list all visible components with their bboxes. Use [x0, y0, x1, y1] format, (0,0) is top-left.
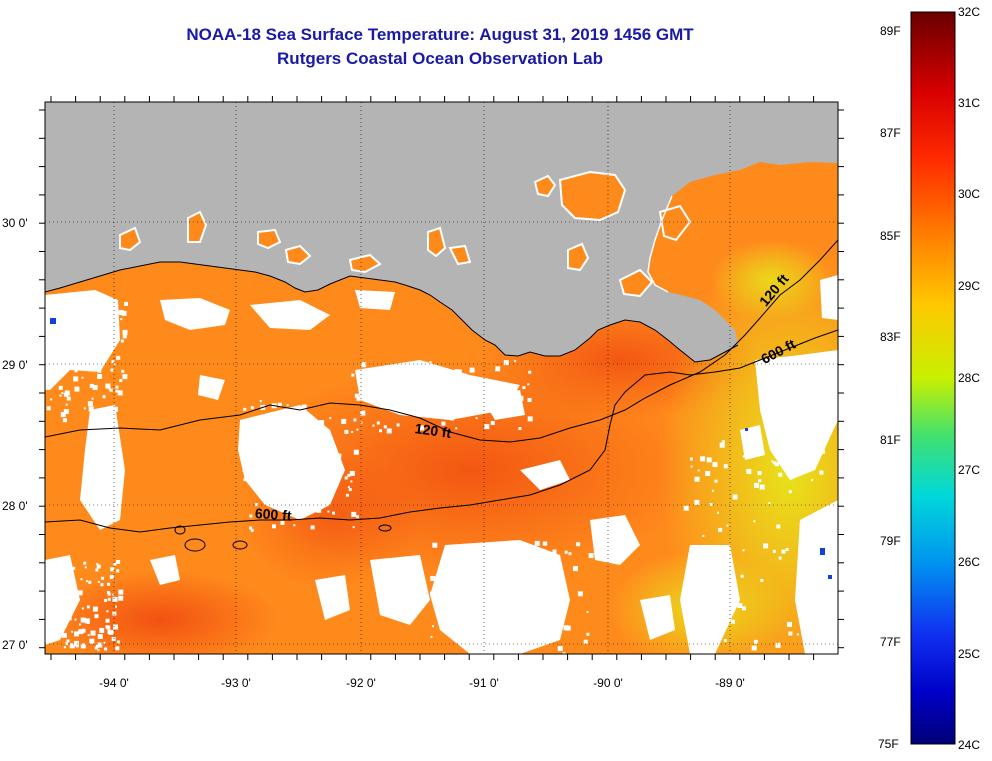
- scale-f-label: 87F: [880, 126, 901, 140]
- scale-f-label: 83F: [880, 330, 901, 344]
- lon-label-90: -90 0': [593, 676, 623, 690]
- cloud-speckles: [45, 300, 831, 654]
- lon-label-93: -93 0': [221, 676, 251, 690]
- scale-c-label: 24C: [958, 738, 981, 752]
- cool-region: [710, 240, 830, 320]
- scale-c-label: 29C: [958, 279, 981, 293]
- scale-f-label: 89F: [880, 24, 901, 38]
- color-scale-bar: [910, 11, 956, 745]
- contour-label-600ft: 600 ft: [254, 505, 293, 524]
- lon-label-91: -91 0': [469, 676, 499, 690]
- chart-subtitle: Rutgers Coastal Ocean Observation Lab: [277, 49, 603, 68]
- scale-f-label: 75F: [878, 737, 899, 751]
- scale-c-label: 31C: [958, 96, 981, 110]
- scale-c-label: 27C: [958, 463, 981, 477]
- cold-specks: [50, 318, 832, 579]
- scale-f-label: 77F: [880, 635, 901, 649]
- lat-label-27: 27 0': [2, 638, 28, 652]
- plot-frame: [44, 101, 839, 655]
- lat-label-28: 28 0': [2, 499, 28, 513]
- scale-c-label: 28C: [958, 371, 981, 385]
- axis-ticks: [39, 96, 844, 660]
- coastline: [45, 261, 739, 363]
- lat-label-29: 29 0': [2, 358, 28, 372]
- scale-c-label: 32C: [958, 5, 981, 19]
- lon-label-94: -94 0': [99, 676, 129, 690]
- scale-c-label: 30C: [958, 187, 981, 201]
- lat-label-30: 30 0': [2, 216, 28, 230]
- scale-f-label: 81F: [880, 433, 901, 447]
- scale-c-label: 25C: [958, 647, 981, 661]
- lon-label-92: -92 0': [346, 676, 376, 690]
- contour-600ft: [45, 329, 838, 533]
- scale-f-label: 85F: [880, 229, 901, 243]
- chart-title: NOAA-18 Sea Surface Temperature: August …: [186, 25, 694, 44]
- coastline: [647, 195, 673, 293]
- inland-water: [119, 170, 692, 298]
- gridlines: [45, 102, 838, 654]
- lon-label-89: -89 0': [715, 676, 745, 690]
- warm-region: [45, 570, 280, 654]
- contour-120ft: [45, 239, 838, 443]
- scale-f-label: 79F: [880, 534, 901, 548]
- scale-c-label: 26C: [958, 555, 981, 569]
- contour-600ft-loops: [174, 524, 392, 552]
